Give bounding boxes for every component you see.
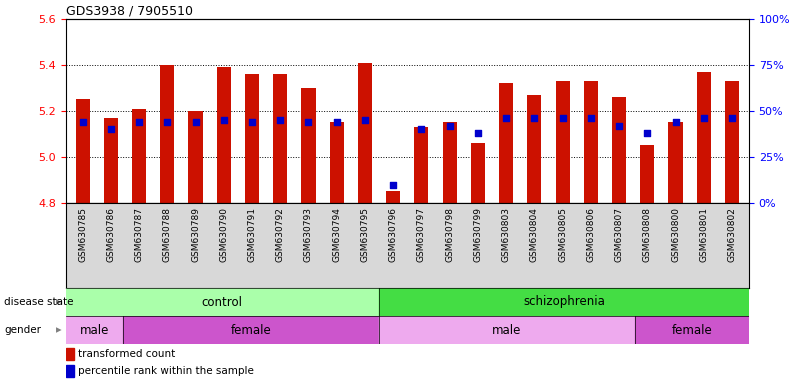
Text: schizophrenia: schizophrenia bbox=[523, 296, 605, 308]
Point bbox=[556, 115, 569, 121]
Point bbox=[472, 130, 485, 136]
Text: GSM630796: GSM630796 bbox=[388, 207, 397, 262]
Bar bbox=[697, 72, 710, 203]
Bar bbox=[612, 97, 626, 203]
Point bbox=[330, 119, 343, 125]
Bar bbox=[245, 74, 259, 203]
Text: GSM630803: GSM630803 bbox=[501, 207, 510, 262]
Bar bbox=[301, 88, 316, 203]
Bar bbox=[499, 83, 513, 203]
Bar bbox=[443, 122, 457, 203]
Bar bbox=[386, 192, 400, 203]
Bar bbox=[635, 316, 749, 344]
Text: GSM630785: GSM630785 bbox=[78, 207, 87, 262]
Text: disease state: disease state bbox=[4, 297, 74, 307]
Point bbox=[217, 117, 230, 123]
Point bbox=[133, 119, 146, 125]
Text: GSM630786: GSM630786 bbox=[107, 207, 115, 262]
Bar bbox=[330, 122, 344, 203]
Point bbox=[359, 117, 372, 123]
Text: male: male bbox=[493, 323, 521, 336]
Text: GSM630790: GSM630790 bbox=[219, 207, 228, 262]
Bar bbox=[66, 365, 74, 377]
Text: GSM630808: GSM630808 bbox=[642, 207, 652, 262]
Text: GSM630787: GSM630787 bbox=[135, 207, 143, 262]
Bar bbox=[640, 146, 654, 203]
Point bbox=[613, 122, 626, 129]
Bar bbox=[66, 288, 379, 316]
Point bbox=[104, 126, 117, 132]
Bar bbox=[725, 81, 739, 203]
Point bbox=[726, 115, 739, 121]
Bar bbox=[379, 316, 635, 344]
Bar bbox=[75, 99, 90, 203]
Point bbox=[387, 182, 400, 188]
Bar bbox=[527, 95, 541, 203]
Bar bbox=[414, 127, 429, 203]
Text: transformed count: transformed count bbox=[78, 349, 175, 359]
Text: GSM630794: GSM630794 bbox=[332, 207, 341, 262]
Point bbox=[585, 115, 598, 121]
Bar bbox=[556, 81, 570, 203]
Text: GSM630797: GSM630797 bbox=[417, 207, 426, 262]
Bar bbox=[123, 316, 379, 344]
Text: GSM630806: GSM630806 bbox=[586, 207, 595, 262]
Text: GSM630798: GSM630798 bbox=[445, 207, 454, 262]
Point bbox=[415, 126, 428, 132]
Point bbox=[246, 119, 259, 125]
Text: GSM630802: GSM630802 bbox=[727, 207, 736, 262]
Bar bbox=[379, 288, 749, 316]
Text: percentile rank within the sample: percentile rank within the sample bbox=[78, 366, 253, 376]
Point bbox=[698, 115, 710, 121]
Text: male: male bbox=[79, 323, 109, 336]
Point bbox=[443, 122, 456, 129]
Text: GSM630791: GSM630791 bbox=[248, 207, 256, 262]
Text: GSM630799: GSM630799 bbox=[473, 207, 482, 262]
Point bbox=[76, 119, 89, 125]
Text: GSM630800: GSM630800 bbox=[671, 207, 680, 262]
Point bbox=[161, 119, 174, 125]
Point bbox=[669, 119, 682, 125]
Text: GSM630805: GSM630805 bbox=[558, 207, 567, 262]
Bar bbox=[188, 111, 203, 203]
Text: control: control bbox=[202, 296, 243, 308]
Text: GSM630795: GSM630795 bbox=[360, 207, 369, 262]
Bar bbox=[584, 81, 598, 203]
Bar bbox=[132, 109, 146, 203]
Point bbox=[274, 117, 287, 123]
Bar bbox=[471, 143, 485, 203]
Text: GSM630804: GSM630804 bbox=[529, 207, 539, 262]
Bar bbox=[160, 65, 175, 203]
Point bbox=[528, 115, 541, 121]
Bar bbox=[669, 122, 682, 203]
Point bbox=[500, 115, 513, 121]
Text: GSM630807: GSM630807 bbox=[614, 207, 623, 262]
Bar bbox=[104, 118, 118, 203]
Bar bbox=[358, 63, 372, 203]
Text: GDS3938 / 7905510: GDS3938 / 7905510 bbox=[66, 5, 193, 18]
Text: GSM630788: GSM630788 bbox=[163, 207, 172, 262]
Text: female: female bbox=[231, 323, 271, 336]
Bar bbox=[66, 316, 123, 344]
Point bbox=[302, 119, 315, 125]
Text: GSM630789: GSM630789 bbox=[191, 207, 200, 262]
Bar bbox=[217, 67, 231, 203]
Text: GSM630792: GSM630792 bbox=[276, 207, 285, 262]
Bar bbox=[66, 348, 74, 360]
Text: female: female bbox=[671, 323, 712, 336]
Text: GSM630793: GSM630793 bbox=[304, 207, 313, 262]
Text: gender: gender bbox=[4, 325, 41, 335]
Bar bbox=[273, 74, 288, 203]
Point bbox=[189, 119, 202, 125]
Point bbox=[641, 130, 654, 136]
Text: GSM630801: GSM630801 bbox=[699, 207, 708, 262]
